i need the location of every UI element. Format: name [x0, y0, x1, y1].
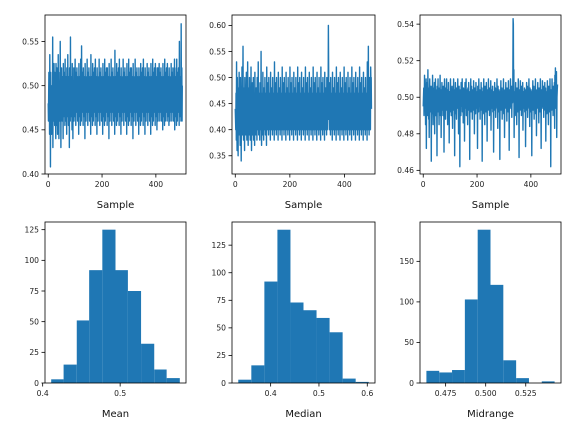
- y-tick-label: 0.35: [209, 152, 226, 161]
- histogram-bar: [464, 299, 478, 383]
- x-tick-label: 400: [524, 180, 539, 189]
- x-tick-label: 200: [470, 180, 485, 189]
- y-tick-label: 50: [404, 338, 414, 347]
- y-tick-label: 0: [221, 379, 226, 388]
- x-tick-label: 0.525: [515, 389, 537, 398]
- x-tick-label: 0.5: [313, 389, 325, 398]
- histogram-bar: [127, 291, 142, 383]
- series-line: [234, 24, 373, 162]
- y-tick-label: 100: [25, 256, 40, 265]
- y-tick-label: 75: [216, 296, 226, 305]
- x-axis-label: Sample: [472, 200, 510, 211]
- y-tick-label: 0.48: [397, 130, 414, 139]
- y-tick-label: 0: [409, 379, 414, 388]
- histogram-bar: [477, 229, 491, 383]
- histogram-bar: [89, 270, 103, 383]
- midrange-histogram: 0.475 0.500 0.525 0 50 100 150 Midrange: [400, 221, 562, 420]
- y-tick-label: 0.55: [209, 47, 226, 56]
- y-tick-label: 150: [400, 257, 415, 266]
- y-tick-label: 0.60: [209, 21, 226, 30]
- sample-midrange-trace-plot: 0 200 400 0.46 0.48 0.50 0.52 0.54 Sample: [397, 14, 562, 211]
- y-tick-label: 100: [400, 298, 415, 307]
- x-axis-label: Midrange: [467, 409, 514, 420]
- axes-frame: [419, 14, 562, 175]
- y-tick-label: 125: [212, 241, 227, 250]
- histogram-bar: [303, 310, 317, 383]
- x-axis-label: Sample: [285, 200, 323, 211]
- y-tick-label: 25: [29, 348, 39, 357]
- y-tick-label: 0.46: [397, 166, 414, 175]
- histogram-bar: [439, 372, 453, 383]
- axes-frame: [419, 221, 562, 384]
- histogram-bar: [154, 369, 167, 383]
- x-tick-label: 200: [283, 180, 298, 189]
- series-line: [422, 17, 559, 168]
- x-tick-label: 0.4: [265, 389, 277, 398]
- histogram-bar: [115, 270, 128, 383]
- histogram-bar: [452, 370, 465, 383]
- histogram-bar: [63, 364, 77, 383]
- histogram-bar: [51, 379, 64, 383]
- x-tick-label: 0.475: [435, 389, 457, 398]
- histogram-bar: [342, 378, 356, 383]
- histogram-bar: [277, 229, 291, 383]
- y-tick-label: 50: [216, 324, 226, 333]
- histogram-bar: [355, 381, 369, 383]
- histogram-bar: [503, 360, 517, 383]
- x-tick-label: 0.4: [37, 389, 49, 398]
- x-tick-label: 0.5: [114, 389, 126, 398]
- y-tick-label: 125: [25, 225, 40, 234]
- histogram-bar: [251, 365, 265, 383]
- y-tick-label: 0.55: [22, 37, 39, 46]
- x-tick-label: 0.500: [475, 389, 497, 398]
- histogram-bar: [141, 343, 155, 383]
- histogram-bar: [329, 332, 343, 383]
- y-tick-label: 0.40: [22, 170, 39, 179]
- y-tick-label: 75: [29, 287, 39, 296]
- y-tick-label: 50: [29, 317, 39, 326]
- histogram-bar: [516, 378, 529, 383]
- y-tick-label: 100: [212, 269, 227, 278]
- x-tick-label: 200: [95, 180, 110, 189]
- x-tick-label: 0.6: [361, 389, 373, 398]
- x-tick-label: 0: [46, 180, 51, 189]
- histogram-bar: [264, 281, 278, 383]
- histogram-bar: [238, 379, 252, 383]
- x-tick-label: 0: [233, 180, 238, 189]
- y-tick-label: 0.50: [22, 81, 39, 90]
- histogram-bar: [166, 378, 180, 383]
- histogram-bar: [490, 284, 504, 383]
- median-histogram: 0.4 0.5 0.6 0 25 50 75 100 125 Median: [212, 221, 376, 420]
- axes-frame: [44, 14, 187, 175]
- x-axis-label: Sample: [97, 200, 135, 211]
- histogram-bar: [290, 302, 304, 383]
- x-axis-label: Median: [285, 409, 321, 420]
- axes-frame: [231, 14, 376, 175]
- histogram-bar: [76, 320, 90, 383]
- x-tick-label: 400: [337, 180, 352, 189]
- axes-frame: [231, 221, 376, 384]
- axes-frame: [44, 221, 187, 384]
- x-tick-label: 0: [421, 180, 426, 189]
- y-tick-label: 25: [216, 351, 226, 360]
- x-axis-label: Mean: [102, 409, 129, 420]
- y-tick-label: 0.54: [397, 20, 414, 29]
- y-tick-label: 0.45: [209, 99, 226, 108]
- histogram-bar: [541, 381, 555, 383]
- series-line: [47, 23, 183, 168]
- sample-median-trace-plot: 0 200 400 0.35 0.40 0.45 0.50 0.55 0.60 Sample: [209, 14, 376, 211]
- y-tick-label: 0.52: [397, 56, 414, 65]
- x-tick-label: 400: [149, 180, 164, 189]
- sample-mean-trace-plot: 0 200 400 0.40 0.45 0.50 0.55 Sample: [22, 14, 187, 211]
- y-tick-label: 0.45: [22, 126, 39, 135]
- y-tick-label: 0: [34, 379, 39, 388]
- histogram-bar: [316, 317, 330, 383]
- mean-histogram: 0.4 0.5 0 25 50 75 100 125 Mean: [25, 221, 187, 420]
- histogram-bar: [102, 229, 116, 383]
- histogram-bar: [426, 370, 440, 383]
- y-tick-label: 0.50: [397, 93, 414, 102]
- y-tick-label: 0.50: [209, 73, 226, 82]
- y-tick-label: 0.40: [209, 125, 226, 134]
